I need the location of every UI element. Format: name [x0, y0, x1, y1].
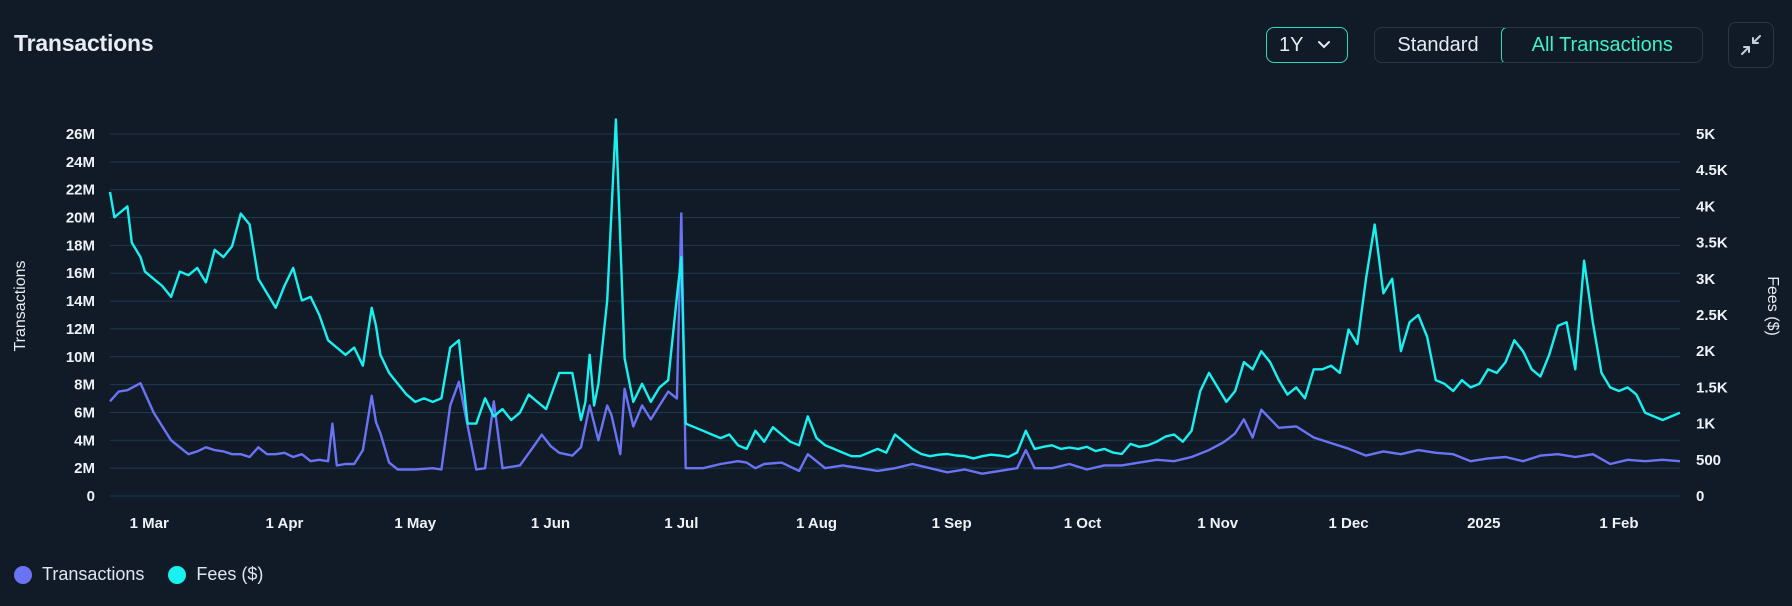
- y-tick-label: 6M: [74, 404, 95, 421]
- x-tick-label: 2025: [1467, 515, 1500, 532]
- y-tick-label: 8M: [74, 377, 95, 394]
- y2-tick-label: 3.5K: [1696, 235, 1728, 252]
- legend-item-fees[interactable]: Fees ($): [168, 564, 263, 585]
- x-tick-label: 1 Mar: [130, 515, 169, 532]
- y2-tick-label: 2.5K: [1696, 307, 1728, 324]
- x-tick-label: 1 Sep: [932, 515, 972, 532]
- y-tick-label: 14M: [66, 293, 95, 310]
- chart: 0 2M 4M 6M 8M 10M 12M 14M 16M 18M 20M 22M 24M 26M 0 500…: [12, 118, 1781, 532]
- y-tick-label: 20M: [66, 210, 95, 227]
- y2-tick-label: 2K: [1696, 343, 1715, 360]
- y2-tick-label: 3K: [1696, 271, 1715, 288]
- collapse-button[interactable]: [1728, 22, 1774, 68]
- y2-tick-label: 1K: [1696, 416, 1715, 433]
- legend-label-transactions: Transactions: [42, 564, 145, 584]
- x-tick-label: 1 Dec: [1329, 515, 1369, 532]
- x-tick-label: 1 Oct: [1064, 515, 1102, 532]
- range-select[interactable]: 1Y: [1266, 27, 1348, 63]
- y2-tick-label: 4.5K: [1696, 162, 1728, 179]
- y2-tick-label: 0: [1696, 488, 1704, 505]
- chevron-down-icon: [1318, 41, 1331, 49]
- legend-dot-fees: [168, 565, 187, 584]
- all-transactions-button[interactable]: All Transactions: [1501, 28, 1702, 62]
- y-tick-label: 12M: [66, 321, 95, 338]
- collapse-icon: [1741, 35, 1761, 55]
- y2-axis-title: Fees ($): [1764, 276, 1781, 336]
- view-toggle: Standard All Transactions: [1374, 27, 1703, 63]
- x-tick-label: 1 Feb: [1599, 515, 1638, 532]
- y2-tick-label: 4K: [1696, 198, 1715, 215]
- legend-item-transactions[interactable]: Transactions: [14, 564, 144, 585]
- y-tick-label: 10M: [66, 349, 95, 366]
- y2-tick-label: 1.5K: [1696, 379, 1728, 396]
- y-tick-label: 16M: [66, 265, 95, 282]
- x-tick-label: 1 Jun: [531, 515, 570, 532]
- y2-tick-label: 5K: [1696, 126, 1715, 143]
- y2-tick-label: 500: [1696, 452, 1721, 469]
- y-tick-label: 24M: [66, 154, 95, 171]
- x-tick-label: 1 Apr: [266, 515, 304, 532]
- y-tick-label: 26M: [66, 126, 95, 143]
- y-tick-label: 2M: [74, 460, 95, 477]
- legend-label-fees: Fees ($): [196, 564, 264, 584]
- x-tick-label: 1 Aug: [796, 515, 837, 532]
- y-tick-label: 22M: [66, 182, 95, 199]
- standard-button[interactable]: Standard: [1397, 33, 1479, 56]
- x-tick-label: 1 Jul: [664, 515, 698, 532]
- x-tick-label: 1 Nov: [1197, 515, 1239, 532]
- legend-dot-transactions: [14, 565, 32, 584]
- y-tick-label: 4M: [74, 432, 95, 449]
- y-axis-title: Transactions: [12, 261, 29, 352]
- y-tick-label: 0: [87, 488, 95, 505]
- series-line-fees: [108, 118, 1681, 460]
- range-select-value: 1Y: [1279, 33, 1304, 56]
- legend: Transactions Fees ($): [14, 564, 287, 585]
- x-tick-label: 1 May: [394, 515, 436, 532]
- page-title: Transactions: [14, 30, 154, 56]
- y-tick-label: 18M: [66, 237, 95, 254]
